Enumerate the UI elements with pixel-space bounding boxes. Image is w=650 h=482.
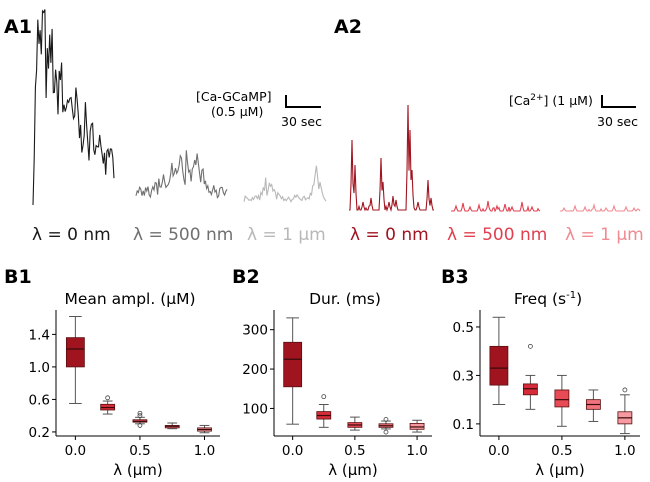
panel-label-b2: B2 [232, 266, 260, 288]
a2-trace-0 [349, 104, 434, 213]
b1-xtick-label: 0.0 [65, 443, 86, 459]
b1-xtick-label: 0.5 [129, 443, 150, 459]
b2-xlabel: λ (µm) [328, 461, 378, 479]
b1-ytick-label: 1.4 [29, 327, 50, 343]
b2-xtick-label: 0.5 [344, 443, 365, 459]
b3-ytick-label: 0.1 [453, 417, 474, 433]
a2-trace-label-2: λ = 1 µm [565, 225, 644, 245]
a1-trace-label-1: λ = 500 nm [133, 225, 233, 245]
b3-ytick-label: 0.5 [453, 320, 474, 336]
a1-scale-time: 30 sec [281, 114, 322, 129]
a1-scale-label-line1: [Ca-GCaMP] [196, 89, 272, 104]
a2-scale-time: 30 sec [597, 114, 638, 129]
b3-xlabel: λ (µm) [535, 461, 585, 479]
b1-plot: 0.2 0.6 1.0 1.4 0.0 0.5 1.0 λ (µm) [29, 310, 220, 479]
b1-flier [137, 413, 143, 419]
b3-title-end: ) [576, 290, 582, 308]
b3-box [554, 389, 570, 408]
b3-flier [527, 343, 533, 349]
b1-flier [137, 423, 143, 428]
a1-trace-0 [32, 9, 115, 206]
a2-trace-label-1: λ = 500 nm [447, 225, 547, 245]
b1-title: Mean ampl. (µM) [64, 290, 195, 308]
b1-flier [105, 395, 111, 401]
b2-flier [321, 394, 327, 400]
b2-flier [383, 429, 389, 435]
a1-scale-label-line2: (0.5 µM) [211, 104, 263, 119]
b3-xtick-label: 0.5 [551, 443, 572, 459]
b1-ytick-label: 0.2 [29, 425, 50, 441]
a1-traces [32, 9, 327, 206]
b3-flier [622, 387, 628, 393]
b2-box [283, 341, 303, 388]
panel-label-b1: B1 [4, 266, 32, 288]
b1-xtick-label: 1.0 [194, 443, 215, 459]
b1-flier [137, 410, 143, 416]
a2-scale-bar-lines [601, 95, 636, 108]
b3-xtick-label: 1.0 [614, 443, 635, 459]
b3-plot: 0.1 0.3 0.5 0.0 0.5 1.0 λ (µm) [453, 310, 640, 479]
b2-ytick-label: 200 [242, 362, 268, 378]
a2-traces [349, 104, 641, 213]
panel-label-a2: A2 [334, 16, 362, 38]
a2-scale-bar: [Ca2+] (1 µM) 30 sec [509, 93, 638, 129]
b1-box [65, 337, 85, 368]
a2-trace-1 [451, 200, 541, 213]
b3-box [522, 383, 538, 396]
b2-ytick-label: 300 [242, 323, 268, 339]
a2-trace-2 [560, 202, 641, 212]
b2-title: Dur. (ms) [309, 290, 381, 308]
a1-trace-label-2: λ = 1 µm [247, 225, 326, 245]
b3-title-main: Freq (s [514, 290, 566, 308]
a1-scale-bar-lines [285, 95, 321, 108]
b1-ytick-label: 1.0 [29, 360, 50, 376]
a2-scale-label: [Ca2+] (1 µM) [509, 93, 593, 108]
a2-scale-label-prefix: [Ca [509, 93, 530, 108]
b3-title-sup: -1 [566, 290, 576, 301]
a1-trace-label-0: λ = 0 nm [32, 225, 111, 245]
panel-label-b3: B3 [441, 266, 469, 288]
b2-flier [383, 417, 389, 422]
a1-trace-1 [135, 150, 228, 199]
b3-box [489, 345, 509, 386]
a1-trace-2 [243, 165, 327, 203]
b1-ytick-label: 0.6 [29, 392, 50, 408]
a2-trace-label-0: λ = 0 nm [350, 225, 429, 245]
b3-xtick-label: 0.0 [488, 443, 509, 459]
b2-ytick-label: 100 [242, 401, 268, 417]
panel-label-a1: A1 [4, 16, 32, 38]
b1-xlabel: λ (µm) [113, 461, 163, 479]
a1-scale-bar: [Ca-GCaMP] (0.5 µM) 30 sec [196, 89, 322, 129]
b3-title: Freq (s-1) [514, 290, 582, 308]
b2-xtick-label: 1.0 [406, 443, 427, 459]
b2-plot: 100 200 300 0.0 0.5 1.0 λ (µm) [242, 310, 432, 479]
b2-xtick-label: 0.0 [282, 443, 303, 459]
b3-ytick-label: 0.3 [453, 368, 474, 384]
a2-scale-label-sup: 2+ [530, 93, 543, 103]
a2-scale-label-suffix: ] (1 µM) [544, 93, 593, 108]
